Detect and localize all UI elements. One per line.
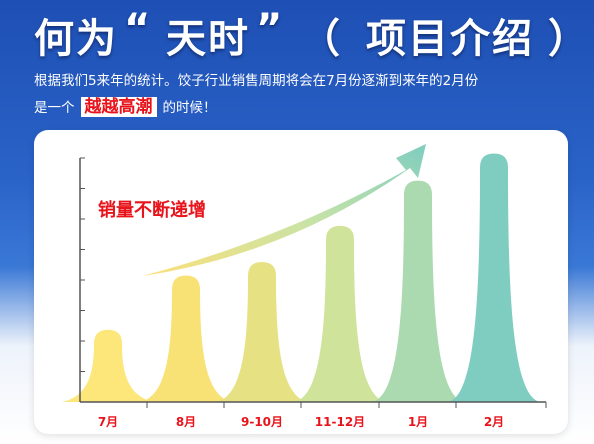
- intro-line-2-suffix: 的时候！: [162, 100, 217, 116]
- bar-1: [62, 329, 154, 402]
- bar-4: [294, 225, 386, 402]
- chart-annotation: 销量不断递增: [98, 199, 206, 221]
- title-paren-open: （: [300, 16, 342, 62]
- x-tick-label-5: 1月: [408, 415, 428, 429]
- bar-2: [140, 275, 232, 402]
- x-tick-label-1: 7月: [98, 415, 118, 429]
- intro-line-2: 是一个 越越高潮 的时候！: [34, 94, 590, 121]
- title-part-3: 项目介绍: [366, 16, 534, 62]
- title-part-1: 何为: [34, 16, 118, 62]
- chart-card: 销量不断递增 7月 8月 9-10月 11-12月 1月 2月: [34, 130, 568, 434]
- title-quote-open: “: [124, 6, 153, 52]
- x-tick-label-2: 8月: [176, 415, 196, 429]
- title-quote-close: ”: [256, 6, 285, 52]
- sales-trend-chart: 销量不断递增 7月 8月 9-10月 11-12月 1月 2月: [62, 144, 547, 429]
- intro-highlight: 越越高潮: [80, 97, 157, 117]
- bar-6: [448, 153, 540, 402]
- x-tick-labels: 7月 8月 9-10月 11-12月 1月 2月: [98, 415, 504, 429]
- axis-layer: [79, 157, 547, 408]
- x-tick-label-3: 9-10月: [241, 415, 283, 429]
- x-tick-label-6: 2月: [484, 415, 504, 429]
- intro-line-1: 根据我们5来年的统计。饺子行业销售周期将会在7月份逐渐到来年的2月份: [34, 73, 479, 89]
- intro-line-2-prefix: 是一个: [34, 100, 75, 116]
- title-part-2: 天时: [166, 16, 250, 62]
- bars-layer: [62, 153, 540, 402]
- intro-text: 根据我们5来年的统计。饺子行业销售周期将会在7月份逐渐到来年的2月份 是一个 越越…: [34, 68, 590, 121]
- bar-3: [216, 261, 308, 402]
- title-paren-close: ）: [548, 16, 590, 62]
- bar-5: [372, 180, 464, 402]
- page-title: 何为 “ 天时 ” （ 项目介绍 ）: [0, 0, 594, 62]
- x-tick-label-4: 11-12月: [315, 415, 365, 429]
